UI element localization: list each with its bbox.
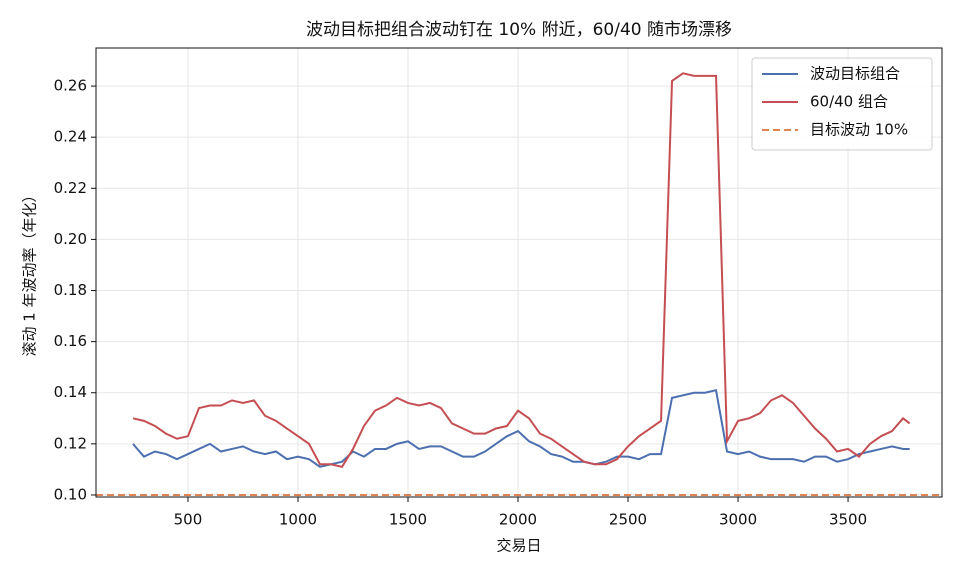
y-tick-label: 0.14 xyxy=(54,383,87,401)
x-tick-label: 1000 xyxy=(279,511,317,529)
x-tick-label: 2000 xyxy=(499,511,537,529)
chart-title: 波动目标把组合波动钉在 10% 附近，60/40 随市场漂移 xyxy=(306,20,732,40)
y-tick-label: 0.26 xyxy=(54,77,87,95)
x-tick-label: 1500 xyxy=(389,511,427,529)
y-tick-label: 0.10 xyxy=(54,485,87,503)
series-line xyxy=(132,388,910,468)
y-tick-label: 0.22 xyxy=(54,179,87,197)
y-tick-label: 0.24 xyxy=(54,128,87,146)
legend-label: 波动目标组合 xyxy=(810,65,900,83)
x-tick-label: 3000 xyxy=(719,511,757,529)
y-tick-label: 0.16 xyxy=(54,332,87,350)
y-tick-label: 0.18 xyxy=(54,281,87,299)
legend-box xyxy=(751,57,933,151)
x-tick-label: 500 xyxy=(174,511,203,529)
plot-frame xyxy=(95,47,943,498)
y-tick-label: 0.20 xyxy=(54,230,87,248)
y-axis-label: 滚动 1 年波动率（年化） xyxy=(21,187,39,356)
legend-label: 目标波动 10% xyxy=(810,121,908,139)
y-tick-label: 0.12 xyxy=(54,434,87,452)
x-tick-label: 2500 xyxy=(609,511,647,529)
x-axis-label: 交易日 xyxy=(496,537,541,555)
x-tick-label: 3500 xyxy=(829,511,867,529)
legend-label: 60/40 组合 xyxy=(810,93,888,111)
series-line xyxy=(132,72,911,468)
